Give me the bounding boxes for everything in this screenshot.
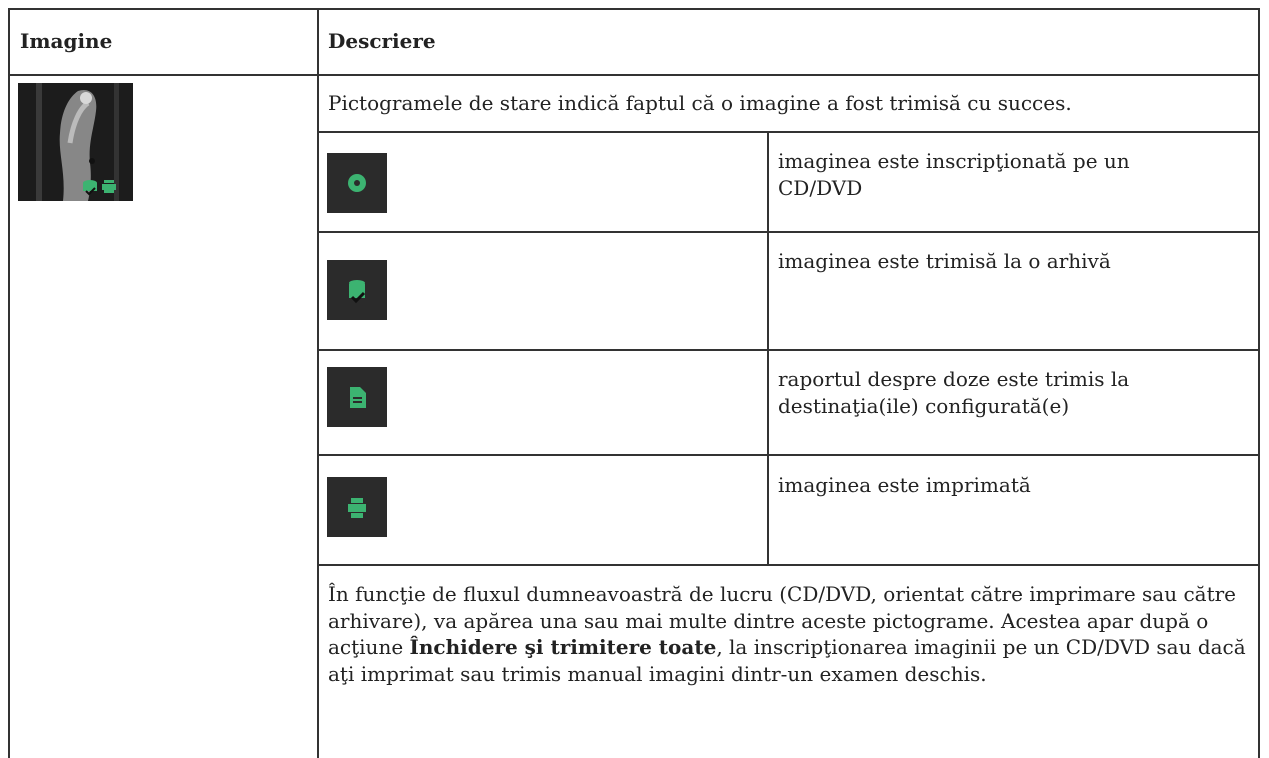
note-part: În funcţie de fluxul dumneavoastră de lu… bbox=[328, 582, 1237, 659]
icon-description: imaginea este imprimată bbox=[778, 473, 1031, 497]
border bbox=[767, 132, 769, 565]
icon-description: raportul despre doze este trimis la dest… bbox=[778, 367, 1130, 418]
border bbox=[318, 349, 1260, 351]
border bbox=[8, 8, 1260, 10]
note-bold: Închidere şi trimitere toate bbox=[409, 635, 717, 659]
print-icon bbox=[327, 477, 387, 537]
border bbox=[8, 8, 10, 758]
border bbox=[318, 131, 1260, 133]
border bbox=[1258, 8, 1260, 758]
report-icon bbox=[327, 367, 387, 427]
header-cell: Imagine bbox=[20, 29, 113, 53]
archive-icon bbox=[327, 260, 387, 320]
border bbox=[317, 8, 319, 758]
intro-text: Pictogramele de stare indică faptul că o… bbox=[328, 91, 1072, 115]
thumbnail bbox=[18, 83, 133, 201]
note-part: , la inscripţionarea imaginii pe un CD/D… bbox=[328, 635, 1246, 686]
border bbox=[318, 231, 1260, 233]
border bbox=[318, 454, 1260, 456]
note-text: În funcţie de fluxul dumneavoastră de lu… bbox=[328, 581, 1250, 687]
border bbox=[8, 74, 1260, 76]
border bbox=[318, 564, 1260, 566]
icon-description: imaginea este inscripţionată pe un CD/DV… bbox=[778, 149, 1130, 200]
cd-icon bbox=[327, 153, 387, 213]
header-cell: Descriere bbox=[328, 29, 436, 53]
icon-description: imaginea este trimisă la o arhivă bbox=[778, 249, 1111, 273]
